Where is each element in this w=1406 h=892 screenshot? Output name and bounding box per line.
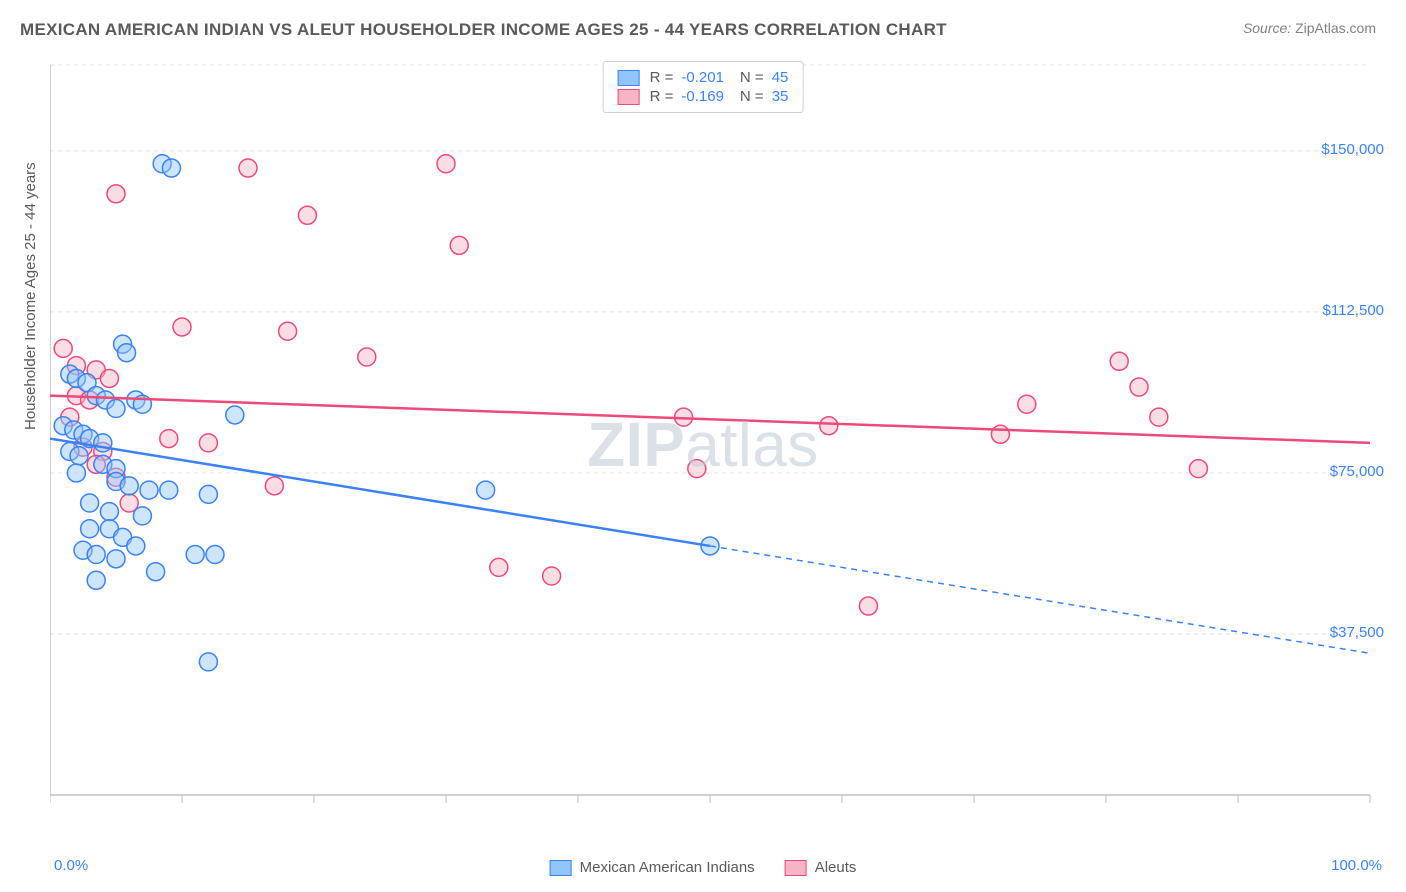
legend-item-series1: Mexican American Indians (550, 859, 755, 876)
source-prefix: Source: (1243, 20, 1295, 36)
legend-swatch-series1-bottom (550, 860, 572, 876)
r-label: R = (650, 88, 674, 105)
y-tick-label: $150,000 (1321, 141, 1384, 158)
correlation-legend: R = -0.201 N = 45 R = -0.169 N = 35 (603, 61, 804, 113)
legend-swatch-series2 (618, 89, 640, 105)
legend-swatch-series1 (618, 70, 640, 86)
series2-name: Aleuts (815, 859, 857, 876)
n-label: N = (740, 88, 764, 105)
series-legend: Mexican American Indians Aleuts (550, 859, 857, 876)
r-value-series1: -0.201 (681, 69, 724, 86)
n-value-series1: 45 (772, 69, 789, 86)
legend-row-series1: R = -0.201 N = 45 (618, 68, 789, 87)
plot-area (50, 55, 1380, 815)
legend-item-series2: Aleuts (785, 859, 857, 876)
x-axis-max-label: 100.0% (1331, 857, 1382, 874)
legend-row-series2: R = -0.169 N = 35 (618, 87, 789, 106)
n-value-series2: 35 (772, 88, 789, 105)
y-axis-label: Householder Income Ages 25 - 44 years (22, 162, 39, 430)
source-name: ZipAtlas.com (1295, 20, 1376, 36)
plot-svg (50, 55, 1380, 815)
y-tick-label: $37,500 (1330, 624, 1384, 641)
r-label: R = (650, 69, 674, 86)
series1-name: Mexican American Indians (580, 859, 755, 876)
chart-container: MEXICAN AMERICAN INDIAN VS ALEUT HOUSEHO… (0, 0, 1406, 892)
chart-title: MEXICAN AMERICAN INDIAN VS ALEUT HOUSEHO… (20, 20, 947, 40)
y-tick-label: $112,500 (1323, 302, 1384, 319)
n-label: N = (740, 69, 764, 86)
y-tick-label: $75,000 (1330, 463, 1384, 480)
source-attribution: Source: ZipAtlas.com (1243, 20, 1376, 36)
x-axis-min-label: 0.0% (54, 857, 88, 874)
r-value-series2: -0.169 (681, 88, 724, 105)
legend-swatch-series2-bottom (785, 860, 807, 876)
